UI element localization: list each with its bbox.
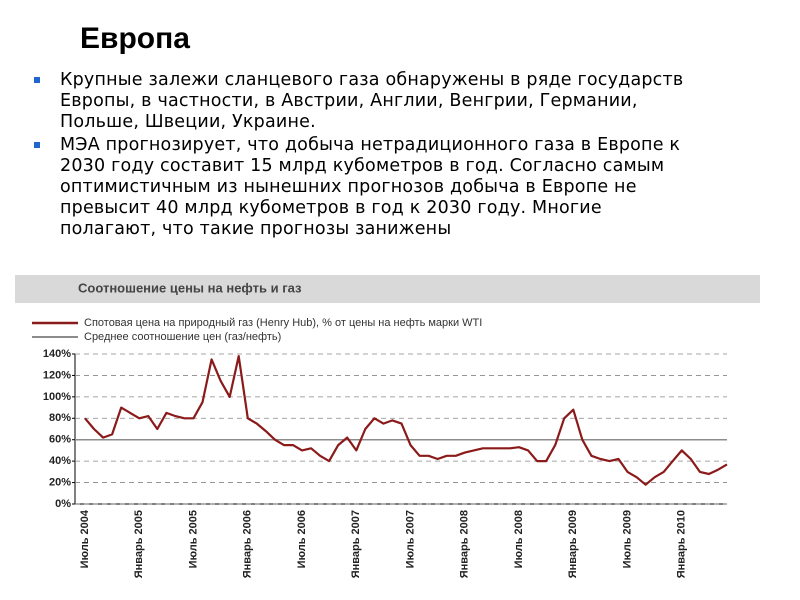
x-tick-label: Июль 2005 xyxy=(187,510,199,568)
y-tick-label: 20% xyxy=(49,476,71,488)
x-tick-label: Июль 2006 xyxy=(296,510,308,568)
bullet: МЭА прогнозирует, что добыча нетрадицион… xyxy=(30,135,690,240)
legend-label: Спотовая цена на природный газ (Henry Hu… xyxy=(84,317,482,329)
y-tick-label: 80% xyxy=(49,412,71,424)
y-tick-label: 120% xyxy=(43,369,71,381)
y-tick-label: 60% xyxy=(49,434,71,446)
chart-title-band xyxy=(15,275,760,303)
legend-label: Среднее соотношение цен (газ/нефть) xyxy=(84,331,281,343)
x-tick-label: Июль 2007 xyxy=(404,510,416,568)
y-tick-label: 100% xyxy=(43,391,71,403)
y-tick-label: 0% xyxy=(55,498,71,510)
bullet-list: Крупные залежи сланцевого газа обнаружен… xyxy=(30,70,690,242)
x-tick-label: Январь 2008 xyxy=(459,510,471,578)
x-tick-label: Январь 2009 xyxy=(567,510,579,578)
x-tick-label: Январь 2005 xyxy=(133,510,145,578)
x-tick-label: Июль 2008 xyxy=(513,510,525,568)
y-tick-label: 140% xyxy=(43,348,71,360)
x-tick-label: Январь 2006 xyxy=(242,510,254,578)
data-line xyxy=(84,355,728,486)
x-tick-label: Январь 2010 xyxy=(676,510,688,578)
bullet: Крупные залежи сланцевого газа обнаружен… xyxy=(30,70,690,133)
x-tick-label: Январь 2007 xyxy=(350,510,362,578)
x-tick-label: Июль 2009 xyxy=(621,510,633,568)
y-tick-label: 40% xyxy=(49,455,71,467)
slide-title: Европа xyxy=(80,22,190,55)
chart-title: Соотношение цены на нефть и газ xyxy=(78,280,302,295)
x-tick-label: Июль 2004 xyxy=(79,509,91,568)
